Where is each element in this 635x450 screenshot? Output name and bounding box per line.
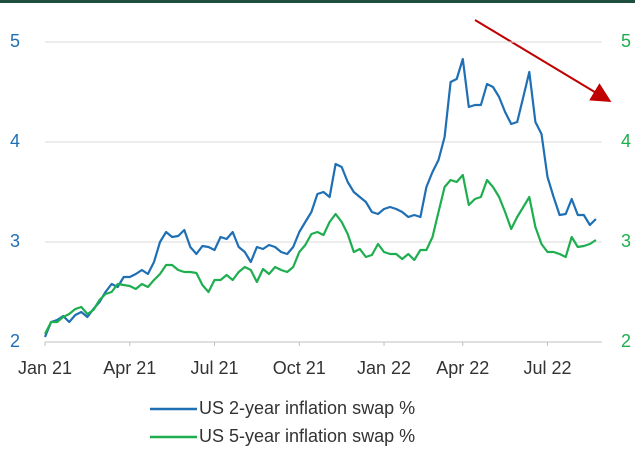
- trend-arrow: [474, 19, 612, 103]
- series-line: [43, 57, 597, 338]
- x-tick-label: Apr 22: [436, 358, 489, 378]
- y2-tick-label: 3: [621, 231, 631, 251]
- x-tick-label: Apr 21: [103, 358, 156, 378]
- x-tick-label: Jan 21: [18, 358, 72, 378]
- x-tick-label: Oct 21: [273, 358, 326, 378]
- y-tick-label: 2: [10, 331, 20, 351]
- legend-label: US 5-year inflation swap %: [199, 426, 415, 446]
- y2-tick-label: 5: [621, 31, 631, 51]
- y-tick-label: 5: [10, 31, 20, 51]
- y2-tick-label: 2: [621, 331, 631, 351]
- y-tick-label: 3: [10, 231, 20, 251]
- x-tick-label: Jul 22: [523, 358, 571, 378]
- x-tick-label: Jan 22: [357, 358, 411, 378]
- x-tick-label: Jul 21: [190, 358, 238, 378]
- series-line: [44, 173, 597, 335]
- y2-tick-label: 4: [621, 131, 631, 151]
- y-tick-label: 4: [10, 131, 20, 151]
- legend-label: US 2-year inflation swap %: [199, 398, 415, 418]
